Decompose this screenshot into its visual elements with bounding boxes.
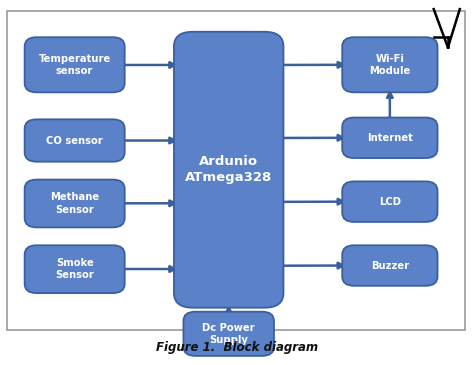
FancyBboxPatch shape [25,37,125,92]
FancyBboxPatch shape [174,32,283,308]
Text: CO sensor: CO sensor [46,135,103,146]
FancyBboxPatch shape [183,312,274,356]
Text: Temperature
sensor: Temperature sensor [38,54,111,76]
FancyBboxPatch shape [342,118,438,158]
Text: Buzzer: Buzzer [371,261,409,270]
Text: Methane
Sensor: Methane Sensor [50,192,99,215]
Text: LCD: LCD [379,197,401,207]
FancyBboxPatch shape [342,245,438,286]
FancyBboxPatch shape [25,245,125,293]
Text: Smoke
Sensor: Smoke Sensor [55,258,94,280]
Text: Ardunio
ATmega328: Ardunio ATmega328 [185,155,273,184]
Text: Internet: Internet [367,133,413,143]
Text: Wi-Fi
Module: Wi-Fi Module [369,54,410,76]
Text: Figure 1.  Block diagram: Figure 1. Block diagram [156,341,318,354]
FancyBboxPatch shape [25,180,125,227]
FancyBboxPatch shape [25,119,125,162]
FancyBboxPatch shape [342,37,438,92]
FancyBboxPatch shape [342,181,438,222]
Text: Dc Power
Supply: Dc Power Supply [202,323,255,345]
